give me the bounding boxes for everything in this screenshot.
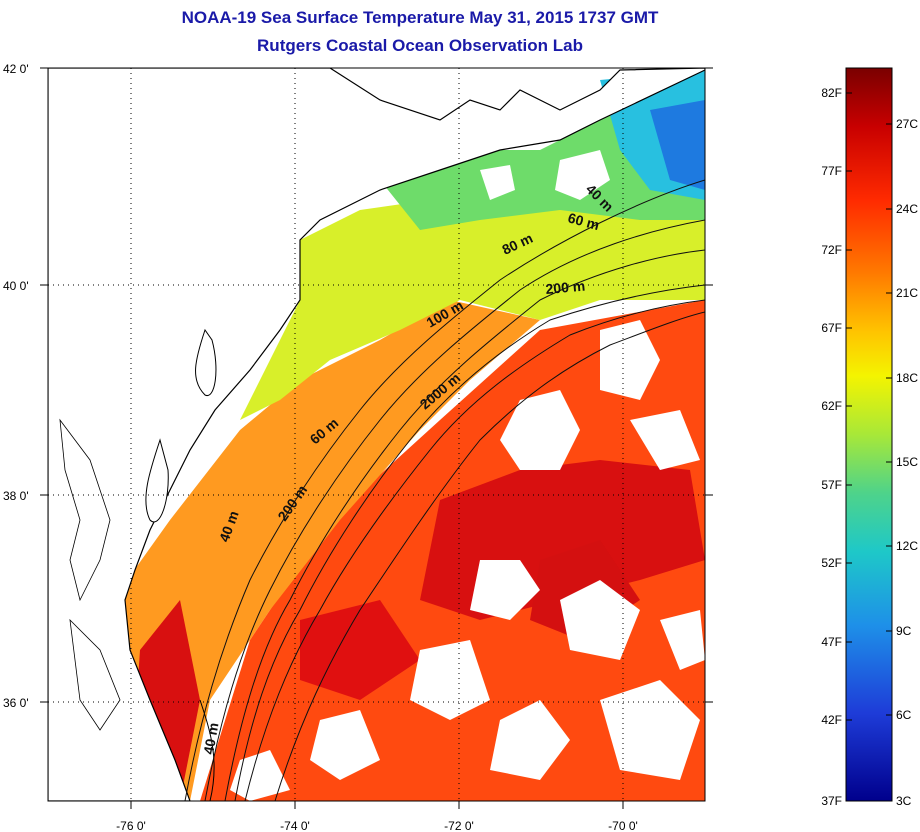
colorbar-c-label: 3C <box>896 794 912 808</box>
colorbar-f-label: 62F <box>821 399 842 413</box>
colorbar-c-label: 18C <box>896 371 918 385</box>
colorbar-f-label: 47F <box>821 635 842 649</box>
lon-tick-label: -72 0' <box>444 819 474 832</box>
plot-area: 40 m 60 m 80 m 200 m 100 m 2000 m 60 m 2… <box>48 68 705 801</box>
colorbar-c-label: 24C <box>896 202 918 216</box>
lon-tick-label: -70 0' <box>608 819 638 832</box>
contour-label: 40 m <box>200 721 221 755</box>
colorbar-c-label: 21C <box>896 286 918 300</box>
map-subtitle: Rutgers Coastal Ocean Observation Lab <box>257 36 583 55</box>
cloud-gaps <box>230 320 705 801</box>
latitude-axis: 42 0' 40 0' 38 0' 36 0' <box>3 62 713 710</box>
colorbar-f-label: 37F <box>821 794 842 808</box>
colorbar-f-label: 77F <box>821 164 842 178</box>
colorbar-f-label: 52F <box>821 556 842 570</box>
colorbar-c-label: 6C <box>896 708 912 722</box>
colorbar-c-label: 9C <box>896 624 912 638</box>
colorbar-scale <box>845 67 893 802</box>
lon-tick-label: -76 0' <box>116 819 146 832</box>
lon-tick-label: -74 0' <box>280 819 310 832</box>
lat-tick-label: 36 0' <box>3 696 29 710</box>
colorbar-f-label: 42F <box>821 713 842 727</box>
map-title: NOAA-19 Sea Surface Temperature May 31, … <box>181 8 659 27</box>
coastline <box>48 68 705 801</box>
colorbar-c-label: 15C <box>896 455 918 469</box>
colorbar: 82F 77F 72F 67F 62F 57F 52F 47F 42F 37F 27C 24C 21C… <box>821 67 918 808</box>
longitude-axis: -76 0' -74 0' -72 0' -70 0' <box>116 801 638 832</box>
sst-field <box>120 70 705 801</box>
colorbar-c-label: 12C <box>896 539 918 553</box>
lat-tick-label: 40 0' <box>3 279 29 293</box>
plot-frame <box>47 67 706 802</box>
colorbar-c-label: 27C <box>896 117 918 131</box>
colorbar-f-label: 67F <box>821 321 842 335</box>
contour-label: 200 m <box>545 278 586 297</box>
colorbar-f-label: 57F <box>821 478 842 492</box>
lat-tick-label: 38 0' <box>3 489 29 503</box>
colorbar-f-label: 82F <box>821 86 842 100</box>
graticule <box>48 68 705 801</box>
contour-label: 60 m <box>566 209 601 233</box>
lat-tick-label: 42 0' <box>3 62 29 76</box>
colorbar-f-label: 72F <box>821 243 842 257</box>
bathymetry-contours <box>184 179 705 801</box>
